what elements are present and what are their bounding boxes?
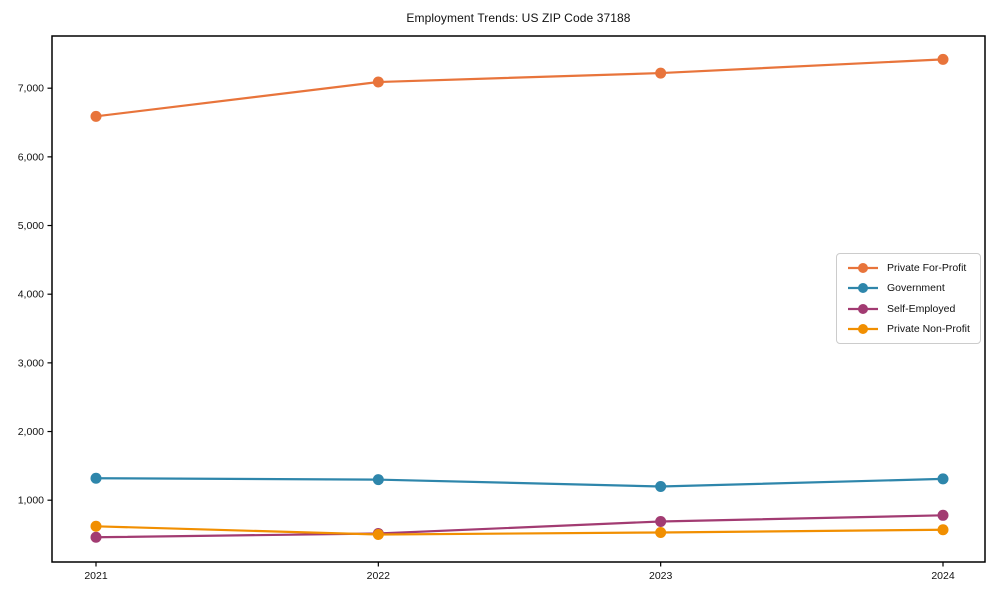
legend-item-self-employed: Self-Employed — [846, 302, 972, 316]
series-point-self-employed — [655, 515, 667, 527]
legend: Private For-Profit Government Self-Employe… — [836, 253, 981, 344]
x-tick-label: 2024 — [931, 570, 955, 582]
series-point-private-for-profit — [372, 76, 384, 88]
legend-label: Private Non-Profit — [887, 322, 970, 335]
chart-title: Employment Trends: US ZIP Code 37188 — [406, 11, 631, 25]
legend-line-marker-icon — [846, 323, 880, 335]
series-point-private-non-profit — [372, 529, 384, 541]
legend-label: Government — [887, 282, 945, 295]
series-point-self-employed — [937, 509, 949, 521]
y-tick-label: 2,000 — [18, 426, 44, 438]
series-line-private-for-profit — [95, 58, 944, 118]
legend-label: Private For-Profit — [887, 262, 967, 274]
series-point-private-for-profit — [937, 53, 949, 65]
series-point-private-non-profit — [937, 524, 949, 536]
series-line-private-non-profit — [95, 525, 944, 536]
series-point-government — [372, 474, 384, 486]
y-tick-label: 7,000 — [18, 83, 44, 95]
series-point-private-for-profit — [90, 110, 102, 122]
y-tick-label: 5,000 — [18, 220, 44, 232]
x-tick-label: 2022 — [367, 570, 391, 582]
series-point-government — [655, 480, 667, 492]
series-point-private-non-profit — [655, 526, 667, 538]
series-point-self-employed — [90, 531, 102, 543]
series-line-government — [95, 477, 944, 488]
series-point-government — [90, 472, 102, 484]
x-tick-label: 2023 — [649, 570, 673, 582]
series-point-government — [937, 473, 949, 485]
y-tick-label: 6,000 — [18, 151, 44, 163]
legend-item-private-non-profit: Private Non-Profit — [846, 322, 972, 336]
series-line-self-employed — [95, 514, 944, 539]
legend-item-private-for-profit: Private For-Profit — [846, 261, 972, 275]
y-tick-label: 4,000 — [18, 289, 44, 301]
legend-line-marker-icon — [846, 262, 880, 274]
y-tick-label: 3,000 — [18, 357, 44, 369]
plot-border — [51, 35, 986, 563]
x-tick-label: 2021 — [84, 570, 108, 582]
y-tick-label: 1,000 — [18, 495, 44, 507]
legend-label: Self-Employed — [887, 302, 956, 315]
series-point-private-for-profit — [655, 67, 667, 79]
legend-item-government: Government — [846, 281, 972, 295]
legend-line-marker-icon — [846, 303, 880, 315]
legend-line-marker-icon — [846, 282, 880, 294]
series-point-private-non-profit — [90, 520, 102, 532]
